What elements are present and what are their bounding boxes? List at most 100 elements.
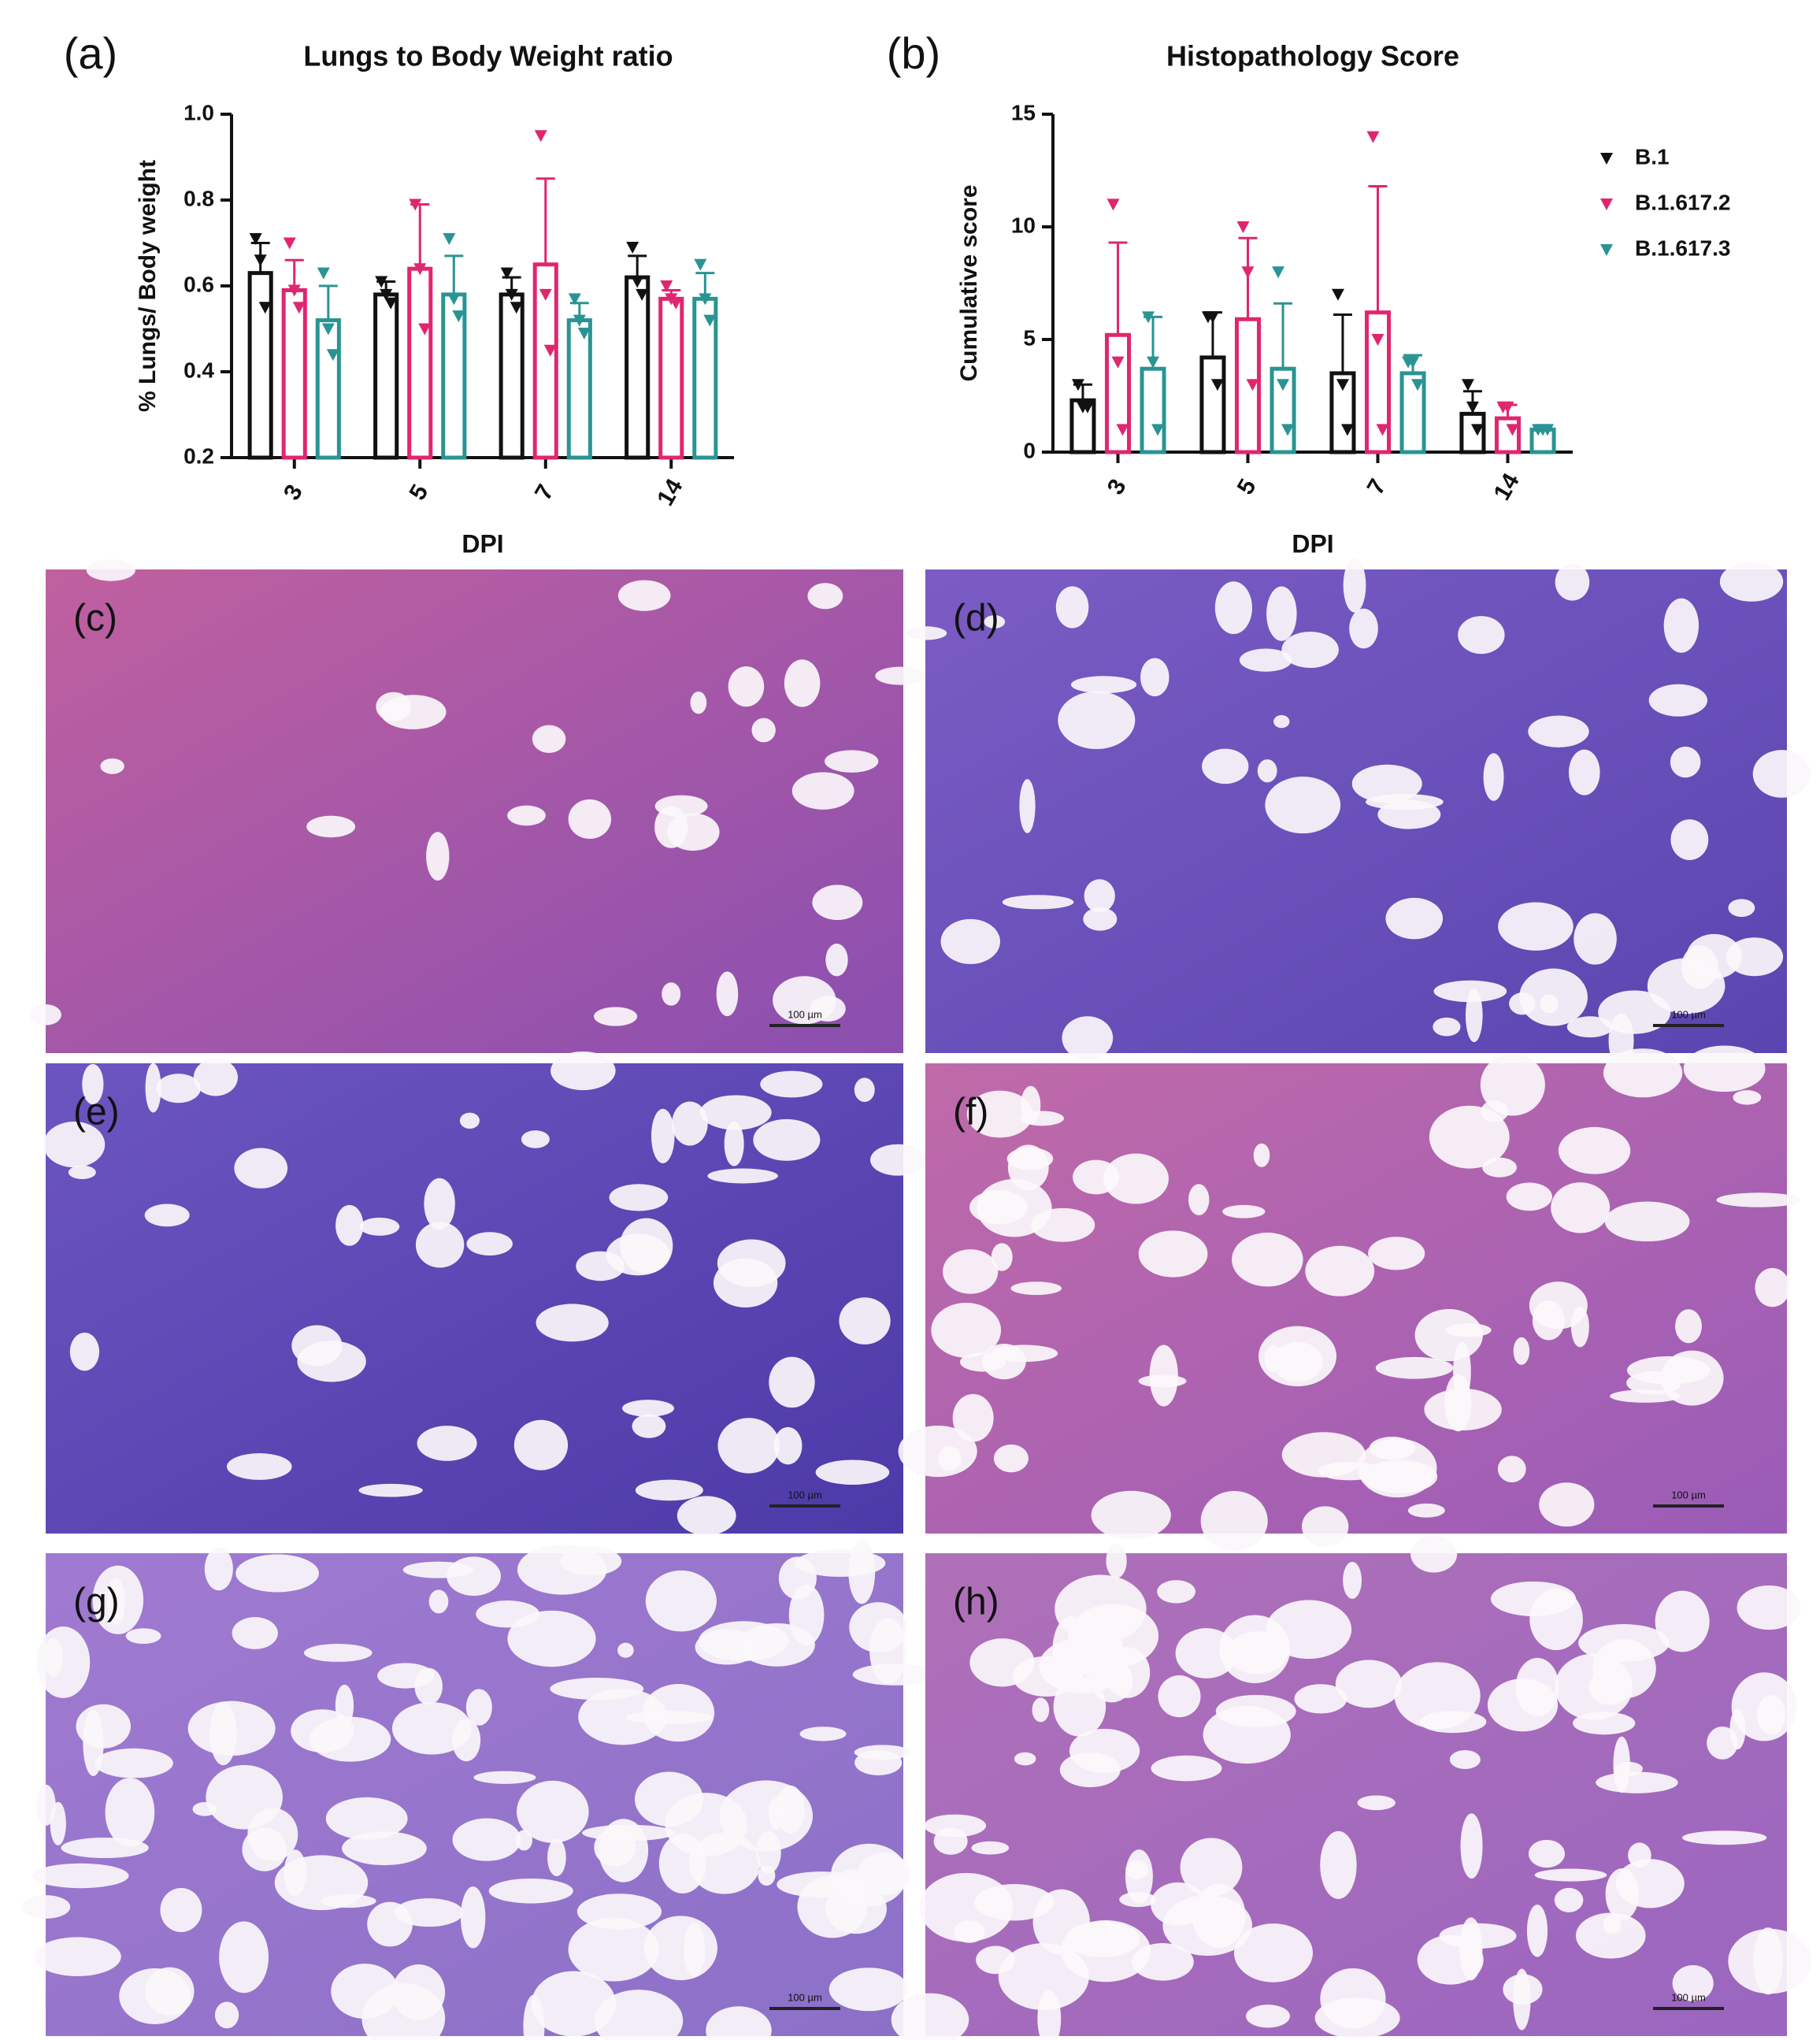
alveolus bbox=[645, 1570, 717, 1632]
bar bbox=[407, 266, 433, 460]
alveolus bbox=[1140, 658, 1169, 697]
alveolus bbox=[1233, 1923, 1313, 1983]
alveolus bbox=[622, 1400, 675, 1417]
alveolus bbox=[187, 1701, 276, 1756]
alveolus bbox=[1683, 1045, 1766, 1092]
alveolus bbox=[507, 1610, 596, 1667]
alveolus bbox=[547, 1838, 566, 1877]
alveolus bbox=[1084, 879, 1115, 913]
alveolus bbox=[550, 1051, 616, 1091]
bar bbox=[1364, 310, 1392, 454]
data-point bbox=[1371, 334, 1384, 346]
alveolus bbox=[507, 805, 546, 826]
data-point bbox=[321, 323, 335, 336]
alveolus bbox=[1246, 2005, 1291, 2028]
alveolus bbox=[931, 1302, 1002, 1358]
alveolus bbox=[473, 1771, 536, 1784]
alveolus bbox=[1487, 1678, 1559, 1732]
alveolus bbox=[1188, 1184, 1210, 1215]
alveolus bbox=[513, 1419, 569, 1471]
alveolus bbox=[1605, 1868, 1640, 1920]
error-bar bbox=[1108, 241, 1128, 336]
data-point bbox=[1210, 379, 1224, 391]
alveolus bbox=[424, 1178, 455, 1230]
y-tick-label: 0.6 bbox=[183, 272, 214, 296]
alveolus bbox=[1728, 899, 1755, 918]
alveolus bbox=[1407, 1503, 1445, 1518]
alveolus bbox=[214, 2001, 239, 2029]
alveolus bbox=[1483, 753, 1504, 801]
alveolus bbox=[1725, 937, 1784, 977]
alveolus bbox=[1349, 608, 1378, 649]
data-point bbox=[443, 233, 456, 246]
alveolus bbox=[1551, 1182, 1611, 1233]
x-axis-label: DPI bbox=[461, 529, 503, 558]
alveolus bbox=[1091, 1490, 1171, 1540]
alveolus bbox=[1513, 1337, 1530, 1365]
alveolus bbox=[297, 1341, 366, 1382]
alveolus bbox=[777, 1871, 866, 1898]
error-bar bbox=[318, 284, 338, 321]
alveolus bbox=[825, 750, 879, 773]
alveolus bbox=[1506, 1182, 1553, 1211]
data-point bbox=[1241, 266, 1255, 279]
x-tick-label: 5 bbox=[1232, 475, 1262, 499]
data-point bbox=[1081, 401, 1094, 414]
y-axis-label: Cumulative score bbox=[956, 184, 982, 381]
alveolus bbox=[1014, 1752, 1036, 1766]
alveolus bbox=[1444, 1323, 1492, 1337]
alveolus bbox=[1357, 1795, 1396, 1811]
alveolus bbox=[728, 666, 765, 707]
alveolus bbox=[984, 615, 1006, 629]
alveolus bbox=[758, 1865, 776, 1886]
error-bar bbox=[1333, 313, 1352, 373]
alveolus bbox=[1573, 1712, 1636, 1735]
alveolus bbox=[807, 583, 843, 610]
data-point bbox=[1376, 424, 1389, 436]
alveolus bbox=[1655, 1590, 1710, 1652]
data-point bbox=[1461, 379, 1474, 391]
data-point bbox=[1116, 424, 1129, 436]
data-point bbox=[1407, 356, 1420, 369]
alveolus bbox=[536, 1304, 609, 1342]
scale-label: 100 µm bbox=[1671, 1991, 1706, 2003]
error-bar bbox=[410, 202, 430, 269]
alveolus bbox=[1498, 902, 1574, 951]
alveolus bbox=[1157, 1580, 1195, 1604]
x-tick-label: 14 bbox=[652, 474, 688, 510]
alveolus bbox=[658, 1834, 706, 1893]
alveolus bbox=[523, 1994, 545, 2040]
bar bbox=[1234, 317, 1262, 454]
alveolus bbox=[594, 1828, 636, 1867]
alveolus bbox=[1419, 1710, 1487, 1734]
alveolus bbox=[145, 1967, 195, 2016]
bar bbox=[499, 292, 525, 460]
alveolus bbox=[635, 1479, 703, 1501]
alveolus bbox=[828, 1968, 909, 2012]
alveolus bbox=[815, 1460, 890, 1485]
alveolus bbox=[144, 1204, 190, 1227]
alveolus bbox=[1539, 1482, 1595, 1527]
alveolus bbox=[1603, 1048, 1683, 1098]
alveolus bbox=[1351, 764, 1422, 803]
alveolus bbox=[1480, 1053, 1545, 1116]
data-point bbox=[1281, 424, 1295, 436]
y-tick-label: 15 bbox=[1011, 100, 1036, 124]
alveolus bbox=[417, 1426, 477, 1461]
panel-label: (a) bbox=[64, 28, 117, 78]
bar bbox=[1199, 355, 1226, 454]
alveolus bbox=[82, 1063, 104, 1105]
alveolus bbox=[1554, 1887, 1584, 1912]
bar bbox=[315, 318, 341, 460]
data-point bbox=[660, 280, 673, 292]
alveolus bbox=[1281, 631, 1339, 669]
data-point bbox=[534, 130, 547, 143]
alveolus bbox=[1138, 1230, 1208, 1278]
legend-marker bbox=[1600, 153, 1613, 165]
alveolus bbox=[1149, 1345, 1178, 1407]
alveolus bbox=[1132, 1943, 1194, 1981]
bar bbox=[281, 287, 307, 460]
alveolus bbox=[447, 1556, 501, 1597]
alveolus bbox=[898, 1425, 977, 1478]
legend-label: B.1 bbox=[1635, 144, 1670, 169]
